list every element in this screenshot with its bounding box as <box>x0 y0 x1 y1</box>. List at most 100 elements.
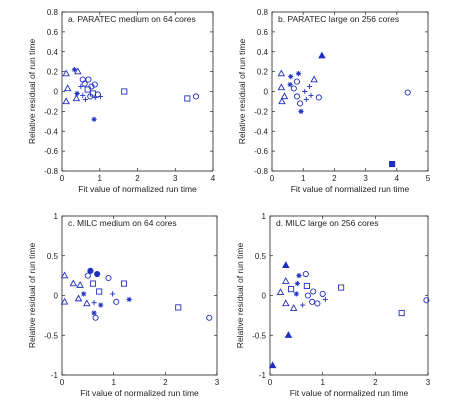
panel-a-ytick-label: -0.8 <box>44 167 58 176</box>
panel-b-ytick-label: 0.6 <box>257 28 269 37</box>
panel-b-point <box>389 160 396 168</box>
panel-b-point <box>277 69 286 77</box>
panel-c-point <box>74 294 83 302</box>
panel-a-point <box>71 67 78 73</box>
panel-a-ytick-label: 0 <box>54 88 59 97</box>
panel-b-point <box>293 78 301 85</box>
panel-d-annotation: d. MILC large on 256 cores <box>276 218 379 228</box>
panel-b-annotation: b. PARATEC large on 256 cores <box>278 14 399 24</box>
panel-c-point <box>96 288 103 295</box>
panel-a-ytick-label: -0.2 <box>44 107 58 116</box>
panel-d-ytick-label: -1 <box>259 371 267 380</box>
panel-a-xtick-label: 0 <box>60 174 65 183</box>
panel-d-point <box>268 361 277 369</box>
panel-d-point <box>310 288 317 295</box>
panel-a-point <box>91 81 98 88</box>
panel-d-point <box>338 284 345 291</box>
panel-b-ytick-label: -0.4 <box>254 127 268 136</box>
panel-a-ytick-label: 0.2 <box>47 68 59 77</box>
panel-d-ytick-label: -0.5 <box>252 331 266 340</box>
panel-d: d. MILC large on 256 cores Fit value of … <box>235 212 431 398</box>
panel-b-axes-box <box>271 11 429 172</box>
panel-b-ytick-label: -0.6 <box>254 147 268 156</box>
panel-b: b. PARATEC large on 256 cores Fit value … <box>237 8 431 194</box>
panel-b-ytick-label: -0.2 <box>254 107 268 116</box>
panel-c-annotation: c. MILC medium on 64 cores <box>68 218 177 228</box>
panel-b-point <box>280 92 289 100</box>
panel-b-xtick-label: 2 <box>332 174 337 183</box>
panel-b-ylabel: Relative residual of run time <box>237 39 247 145</box>
panel-a-point <box>121 88 128 95</box>
panel-d-ytick-label: 1 <box>262 212 267 221</box>
panel-d-point <box>282 277 290 284</box>
panel-c-point <box>175 304 182 311</box>
panel-a-point <box>81 80 88 87</box>
panel-a-point <box>97 93 104 100</box>
panel-d-point <box>300 302 306 308</box>
panel-a-point <box>85 76 92 83</box>
panel-d-point <box>288 286 295 293</box>
panel-b-point <box>288 73 294 80</box>
panel-d-point <box>398 309 405 317</box>
panel-b-point <box>318 51 326 59</box>
panel-d-point <box>319 290 326 297</box>
panel-d-point <box>276 288 285 295</box>
panel-b-ytick-label: 0.2 <box>257 68 269 77</box>
panel-a-annotation: a. PARATEC medium on 64 cores <box>68 14 196 24</box>
panel-d-ylabel: Relative residual of run time <box>235 243 245 349</box>
panel-a-ytick-label: 0.6 <box>47 28 59 37</box>
panel-a-point <box>63 84 72 92</box>
panel-a-xtick-label: 1 <box>98 174 103 183</box>
panel-a-point <box>184 95 191 102</box>
panel-b-point <box>404 89 411 96</box>
panel-a-ytick-label: -0.6 <box>44 147 58 156</box>
panel-a-point <box>91 116 97 122</box>
panel-c-xtick-label: 1 <box>111 378 116 387</box>
panel-c-xtick-label: 3 <box>215 378 220 387</box>
panel-c-point <box>89 280 97 287</box>
panel-c-ytick-label: -0.5 <box>44 331 58 340</box>
panel-b-ytick-label: 0.8 <box>257 8 269 17</box>
panel-b-point <box>298 108 304 114</box>
panel-b-xtick-label: 5 <box>426 174 431 183</box>
panel-b-point <box>306 83 313 90</box>
panel-d-point <box>304 292 311 299</box>
panel-c-point <box>126 296 132 303</box>
panel-b-point <box>293 93 301 100</box>
panel-c-point <box>81 291 87 297</box>
panel-d-point <box>302 270 309 278</box>
panel-d-point <box>303 282 310 290</box>
panel-a-ytick-label: 0.8 <box>47 8 59 17</box>
panel-a-xtick-label: 3 <box>173 174 178 183</box>
panel-d-xtick-label: 0 <box>268 378 273 387</box>
panel-d-point <box>284 331 293 338</box>
panel-d-point <box>282 261 290 268</box>
panel-c-ytick-label: -1 <box>51 371 59 380</box>
panel-c-point <box>91 310 97 316</box>
panel-a-point <box>74 90 80 97</box>
panel-a: a. PARATEC medium on 64 cores Fit value … <box>27 8 216 194</box>
panel-b-xtick-label: 4 <box>395 174 400 183</box>
panel-c-point <box>84 272 91 279</box>
panel-c-xtick-label: 0 <box>60 378 65 387</box>
panel-d-ytick-label: 0 <box>262 292 267 301</box>
panel-b-point <box>297 100 304 107</box>
panel-a-xlabel: Fit value of normalized run time <box>78 184 197 194</box>
panel-d-point <box>294 280 300 287</box>
panel-d-point <box>423 297 430 304</box>
panel-c-ytick-label: 0.5 <box>47 252 59 261</box>
panel-c-point <box>206 314 213 321</box>
panel-c-point <box>91 300 97 306</box>
panel-a-ytick-label: -0.4 <box>44 127 58 136</box>
panel-b-point <box>290 85 297 92</box>
panel-a-point <box>78 83 84 90</box>
panel-a-point <box>82 96 89 103</box>
panel-d-point <box>289 304 298 311</box>
panel-d-xtick-label: 1 <box>320 378 325 387</box>
panel-b-xtick-label: 1 <box>301 174 306 183</box>
panel-a-ytick-label: 0.4 <box>47 48 59 57</box>
panel-c-point <box>83 299 91 307</box>
panel-a-point <box>84 86 91 93</box>
panel-a-point <box>74 67 82 75</box>
